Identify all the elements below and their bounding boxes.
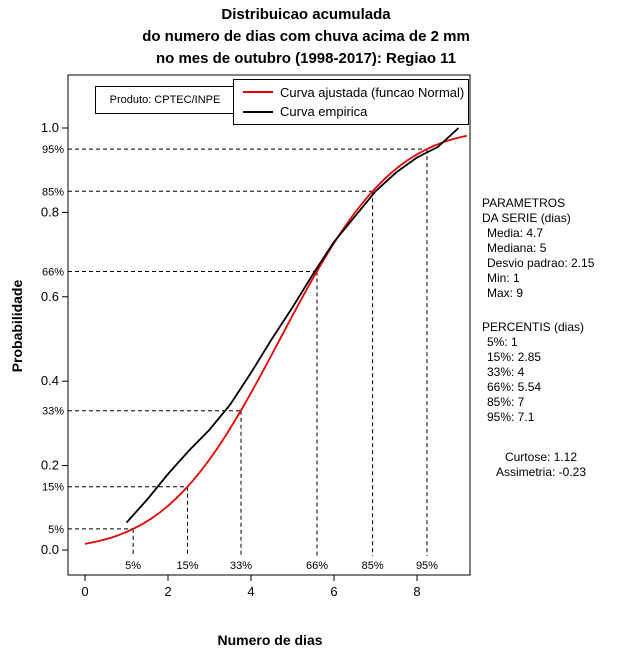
percentil-66: 66%: 5.54 (487, 380, 542, 394)
fitted-curve (84, 134, 468, 545)
percentil-5: 5%: 1 (487, 335, 518, 349)
guide-label-left: 85% (42, 186, 64, 198)
x-tick-label: 2 (164, 584, 171, 599)
percentil-95: 95%: 7.1 (487, 410, 535, 424)
guide-label-left: 66% (42, 266, 64, 278)
legend-item-fitted: Curva ajustada (funcao Normal) (234, 85, 468, 100)
param-media: Media: 4.7 (487, 226, 544, 240)
x-tick-label: 6 (330, 584, 337, 599)
params-title-line1: PARAMETROS (482, 196, 566, 210)
guide-label-bottom: 85% (362, 560, 384, 572)
title-line-3: no mes de outubro (1998-2017): Regiao 11 (155, 50, 457, 67)
empirical-curve (125, 127, 460, 524)
moments-panel: Curtose: 1.12 Assimetria: -0.23 (474, 450, 608, 480)
fitted-line-swatch (243, 91, 273, 94)
percentiles-panel: PERCENTIS (dias) 5%: 1 15%: 2.85 33%: 4 … (482, 320, 584, 425)
percentil-15: 15%: 2.85 (487, 350, 542, 364)
guide-label-bottom: 5% (125, 560, 141, 572)
x-tick-label: 4 (247, 584, 254, 599)
chart-title: Distribuicao acumulada do numero de dias… (0, 4, 612, 70)
y-tick-label: 0.8 (41, 204, 59, 219)
plot-border (67, 74, 471, 576)
guide-label-left: 95% (42, 144, 64, 156)
legend-fitted-label: Curva ajustada (funcao Normal) (280, 84, 465, 100)
skewness-value: Assimetria: -0.23 (495, 465, 587, 479)
params-title-line2: DA SERIE (dias) (482, 211, 571, 225)
title-line-2: do numero de dias com chuva acima de 2 m… (142, 28, 470, 45)
y-tick-label: 0.2 (41, 458, 59, 473)
y-tick-label: 1.0 (41, 120, 59, 135)
guide-label-left: 33% (42, 406, 64, 418)
percentil-33: 33%: 4 (487, 365, 525, 379)
legend-empirical-label: Curva empirica (280, 104, 368, 120)
legend: Curva ajustada (funcao Normal) Curva emp… (233, 79, 469, 125)
series-parameters-panel: PARAMETROS DA SERIE (dias) Media: 4.7 Me… (482, 196, 594, 301)
kurtosis-value: Curtose: 1.12 (504, 450, 578, 464)
y-axis-label: Probabilidade (9, 279, 25, 373)
guide-label-bottom: 95% (416, 560, 438, 572)
param-max: Max: 9 (487, 286, 524, 300)
empirical-line-swatch (243, 110, 273, 113)
y-tick-label: 0.6 (41, 289, 59, 304)
guide-label-bottom: 15% (176, 560, 198, 572)
param-min: Min: 1 (487, 271, 520, 285)
x-axis-label: Numero de dias (217, 632, 323, 648)
legend-item-empirical: Curva empirica (234, 104, 468, 119)
y-tick-label: 0.4 (41, 373, 59, 388)
guide-label-bottom: 33% (230, 560, 252, 572)
guide-label-left: 15% (42, 482, 64, 494)
param-desvio: Desvio padrao: 2.15 (487, 256, 595, 270)
x-tick-label: 8 (413, 584, 420, 599)
product-label: Produto: CPTEC/INPE (109, 94, 221, 106)
x-tick-label: 0 (81, 584, 88, 599)
title-line-1: Distribuicao acumulada (221, 6, 391, 23)
product-label-box: Produto: CPTEC/INPE (95, 86, 235, 114)
guide-label-bottom: 66% (306, 560, 328, 572)
guide-label-left: 5% (48, 524, 64, 536)
y-tick-label: 0.0 (41, 542, 59, 557)
param-mediana: Mediana: 5 (487, 241, 547, 255)
percentis-title: PERCENTIS (dias) (482, 320, 585, 334)
percentil-85: 85%: 7 (487, 395, 525, 409)
